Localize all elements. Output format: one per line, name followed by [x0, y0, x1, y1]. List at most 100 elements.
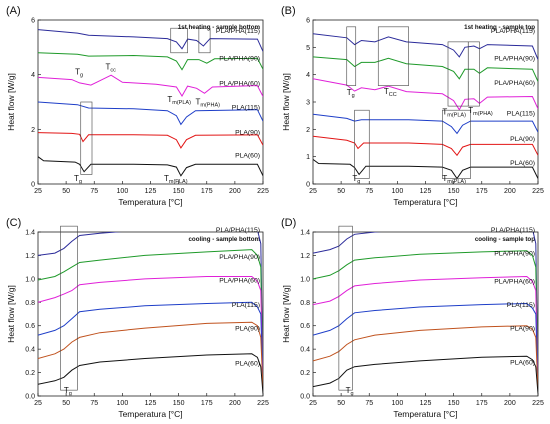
x-tick-label: 25 — [34, 400, 42, 407]
y-tick-label: 1.2 — [25, 253, 35, 260]
y-tick-label: 2 — [306, 127, 310, 134]
series-line — [38, 52, 263, 71]
series-label: PLA(90) — [510, 325, 535, 332]
y-tick-label: 4 — [31, 72, 35, 79]
series-label: PLA/PHA(60) — [219, 277, 260, 284]
panel-label: (D) — [281, 217, 296, 229]
x-tick-label: 50 — [337, 400, 345, 407]
x-tick-label: 150 — [173, 188, 185, 195]
series-label: PLA/PHA(115) — [491, 227, 535, 234]
series-label: PLA(90) — [235, 325, 260, 332]
x-tick-label: 100 — [117, 400, 129, 407]
x-tick-label: 50 — [62, 188, 70, 195]
highlight-box — [467, 41, 480, 107]
series-label: PLA(115) — [232, 302, 260, 309]
x-tick-label: 225 — [532, 400, 544, 407]
series-label: PLA(115) — [507, 302, 535, 309]
annotation-label: Tm(PHA) — [196, 98, 221, 109]
series-label: PLA/PHA(115) — [491, 28, 535, 35]
series-label: PLA/PHA(90) — [494, 55, 535, 62]
annotation-label: Tm(PLA) — [442, 174, 466, 185]
x-tick-label: 25 — [34, 188, 42, 195]
y-tick-label: 1.4 — [300, 230, 310, 237]
x-tick-label: 125 — [420, 400, 432, 407]
y-tick-label: 0.6 — [300, 323, 310, 330]
series-line — [313, 355, 538, 394]
series-line — [38, 232, 263, 385]
highlight-box — [170, 27, 188, 54]
series-label: PLA/PHA(115) — [216, 28, 260, 35]
annotation-label: Tg — [64, 386, 72, 397]
y-tick-label: 1.0 — [25, 276, 35, 283]
y-axis-label: Heat flow [W/g] — [6, 73, 16, 131]
series-line — [313, 232, 538, 385]
x-axis-label: Temperatura [°C] — [118, 409, 182, 419]
x-tick-label: 175 — [201, 188, 213, 195]
panel-title: 1st heating - sample top — [464, 24, 535, 31]
x-tick-label: 25 — [309, 188, 317, 195]
x-tick-label: 100 — [392, 188, 404, 195]
x-tick-label: 175 — [201, 400, 213, 407]
highlight-box — [442, 109, 471, 179]
series-label: PLA(60) — [235, 152, 260, 159]
series-line — [38, 353, 263, 394]
highlight-box — [447, 41, 469, 107]
x-tick-label: 200 — [229, 188, 241, 195]
y-axis-label: Heat flow [W/g] — [281, 73, 291, 131]
y-tick-label: 1.4 — [25, 230, 35, 237]
x-tick-label: 75 — [365, 188, 373, 195]
y-tick-label: 0.6 — [25, 323, 35, 330]
annotation-label: Tg — [74, 174, 82, 185]
y-tick-label: 0.0 — [25, 394, 35, 401]
series-label: PLA(90) — [235, 129, 260, 136]
x-tick-label: 225 — [257, 400, 269, 407]
y-tick-label: 3 — [306, 100, 310, 107]
y-tick-label: 0.2 — [300, 370, 310, 377]
x-tick-label: 150 — [448, 188, 460, 195]
highlight-box — [377, 26, 409, 86]
series-label: PLA(115) — [232, 105, 260, 112]
series-line — [313, 325, 538, 391]
y-tick-label: 0.4 — [25, 347, 35, 354]
x-tick-label: 125 — [145, 188, 157, 195]
y-axis-label: Heat flow [W/g] — [6, 285, 16, 343]
annotation-label: Tm(PLA) — [442, 107, 466, 118]
y-tick-label: 0 — [306, 182, 310, 189]
x-tick-label: 100 — [117, 188, 129, 195]
series-label: PLA/PHA(90) — [494, 250, 535, 257]
series-line — [38, 321, 263, 391]
series-label: PLA/PHA(90) — [219, 254, 260, 261]
highlight-box — [80, 101, 93, 175]
annotation-label: Tg — [346, 386, 354, 397]
x-axis-label: Temperatura [°C] — [118, 197, 182, 207]
annotation-label: Tm(PLA) — [167, 95, 191, 106]
x-axis-label: Temperatura [°C] — [393, 409, 457, 419]
x-tick-label: 175 — [476, 400, 488, 407]
x-tick-label: 150 — [173, 400, 185, 407]
series-line — [313, 158, 538, 180]
panel-title: cooling - sample top — [475, 236, 535, 243]
highlight-box — [354, 109, 370, 179]
x-tick-label: 225 — [257, 188, 269, 195]
panel-title: cooling - sample bottom — [188, 236, 260, 243]
x-tick-label: 200 — [504, 188, 516, 195]
highlight-box — [60, 225, 78, 391]
annotation-label: TCC — [384, 87, 397, 98]
series-line — [313, 250, 538, 385]
annotation-label: Tg — [352, 174, 360, 185]
y-tick-label: 0 — [31, 182, 35, 189]
series-label: PLA(60) — [235, 361, 260, 368]
y-tick-label: 2 — [31, 127, 35, 134]
y-tick-label: 6 — [31, 18, 35, 25]
series-label: PLA(60) — [510, 359, 535, 366]
plot-frame — [37, 19, 264, 185]
series-label: PLA/PHA(60) — [494, 80, 535, 87]
x-tick-label: 25 — [309, 400, 317, 407]
x-tick-label: 50 — [62, 400, 70, 407]
x-tick-label: 200 — [504, 400, 516, 407]
y-axis-label: Heat flow [W/g] — [281, 285, 291, 343]
x-tick-label: 50 — [337, 188, 345, 195]
y-tick-label: 5 — [306, 45, 310, 52]
